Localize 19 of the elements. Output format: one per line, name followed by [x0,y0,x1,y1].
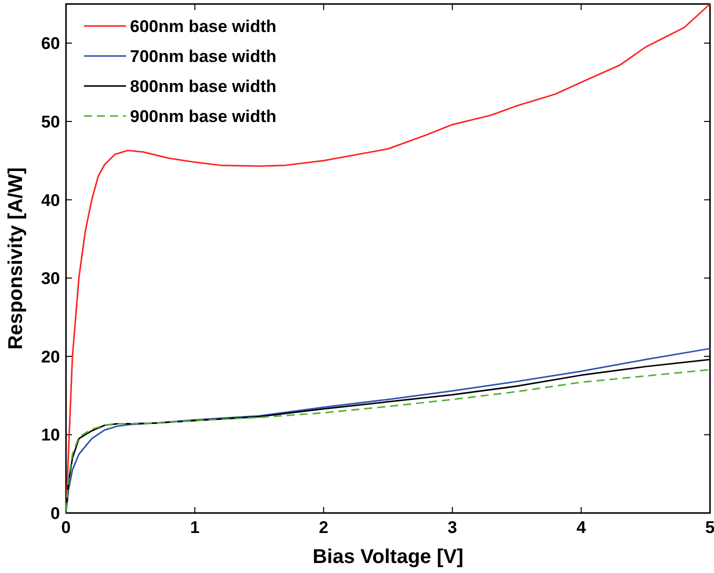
y-tick-label: 0 [50,504,60,523]
legend-label: 900nm base width [130,107,276,126]
y-tick-label: 20 [41,347,60,366]
y-tick-label: 60 [41,34,60,54]
legend-label: 800nm base width [130,77,276,96]
x-tick-label: 1 [190,518,200,537]
legend-label: 600nm base width [130,17,276,36]
y-tick-label: 40 [41,190,60,210]
y-tick-label: 10 [41,426,60,445]
x-tick-label: 4 [576,518,586,537]
x-tick-label: 2 [318,518,328,537]
x-tick-label: 5 [705,518,714,537]
x-tick-label: 3 [448,518,458,537]
y-tick-label: 50 [41,112,60,132]
y-tick-label: 30 [41,269,60,288]
line-series [65,3,711,514]
x-axis-title: Bias Voltage [V] [312,546,464,568]
legend-label: 700nm base width [130,47,276,66]
y-axis-title: Responsivity [A/W] [5,167,27,350]
